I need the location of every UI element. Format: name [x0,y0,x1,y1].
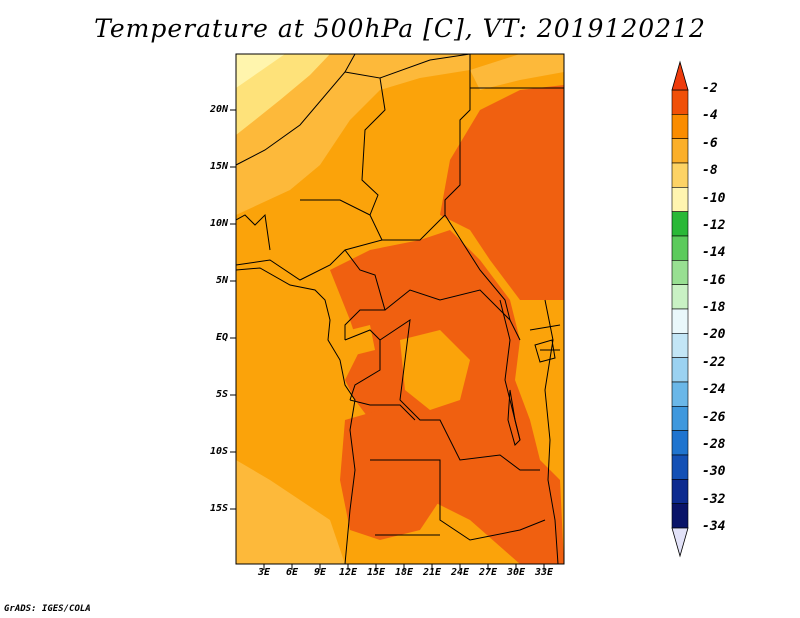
lon-label-24e: 24E [450,567,470,578]
colorbar-cells [671,89,689,529]
lon-label-21e: 21E [422,567,442,578]
colorbar-label: -2 [702,81,718,96]
shading-warm-east [440,85,564,300]
lat-label-10s: 10S [209,446,228,457]
lat-ticks [230,109,236,510]
lon-label-9e: 9E [313,567,327,578]
colorbar-cell [671,333,689,358]
colorbar-cell [671,454,689,480]
lon-label-3e: 3E [257,567,271,578]
shading-patch-congo [400,330,470,410]
coastline-east [544,299,559,564]
colorbar-label: -20 [702,327,726,343]
colorbar-label: -26 [702,409,726,425]
lon-label-27e: 27E [478,567,498,578]
lon-ticks [263,564,545,570]
lat-label-15n: 15N [209,161,228,172]
colorbar-cell [671,260,689,285]
coastline-west [236,267,356,564]
colorbar-cell [671,503,689,529]
colorbar-label: -14 [702,245,726,261]
country-borders [236,54,564,541]
colorbar-label: -6 [702,135,718,151]
colorbar-cell [671,406,689,431]
lon-label-12e: 12E [338,567,358,578]
lat-label-10n: 10N [209,218,228,229]
colorbar-label: -8 [702,163,718,179]
colorbar-cell [671,357,689,383]
colorbar-cell [671,162,689,188]
colorbar-label: -28 [702,436,726,452]
lat-label-20n: 20N [209,104,228,115]
shading-lightest-north [236,54,285,88]
colorbar-cell [671,479,689,504]
colorbar-cell [671,308,689,334]
lat-label-eq: EQ [215,332,228,343]
shading-warm-south [340,410,440,540]
colorbar-cell [671,89,689,115]
colorbar-label: -10 [702,190,726,206]
colorbar-cell [671,211,689,237]
colorbar-cell [671,284,689,310]
map-frame [235,53,565,565]
shading-patch-small [350,325,375,355]
lon-label-30e: 30E [506,567,526,578]
colorbar-top-triangle [671,60,689,91]
grads-credit: GrADS: IGES/COLA [4,604,91,614]
colorbar-label: -22 [702,354,726,370]
colorbar-cell [671,187,689,212]
lon-label-18e: 18E [394,567,414,578]
lake-victoria [534,339,556,363]
lake-tanganyika [507,389,521,446]
lon-label-6e: 6E [285,567,299,578]
lon-label-33e: 33E [534,567,554,578]
lat-label-15s: 15S [209,503,228,514]
lat-label-5s: 5S [215,389,228,400]
shading-light-sw [236,460,345,564]
colorbar-label: -18 [702,300,726,315]
shading-lighter-north [236,54,330,135]
colorbar-cell [671,430,689,456]
colorbar-cell [671,138,689,164]
colorbar-bottom-triangle [671,527,689,558]
lon-label-15e: 15E [366,567,386,578]
colorbar-cell [671,381,689,407]
colorbar-label: -32 [702,491,726,507]
shading-light-north [236,54,470,215]
colorbar-label: -12 [702,217,726,233]
colorbar-label: -24 [702,382,726,398]
colorbar-label: -30 [702,464,726,480]
chart-title: Temperature at 500hPa [C], VT: 201912021… [94,14,706,43]
lat-label-5n: 5N [215,275,228,286]
colorbar-cell [671,114,689,139]
colorbar-label: -4 [702,108,718,124]
shading-light-ne [470,54,564,90]
colorbar-label: -34 [702,519,726,534]
colorbar-cell [671,235,689,261]
colorbar-label: -16 [702,272,726,288]
